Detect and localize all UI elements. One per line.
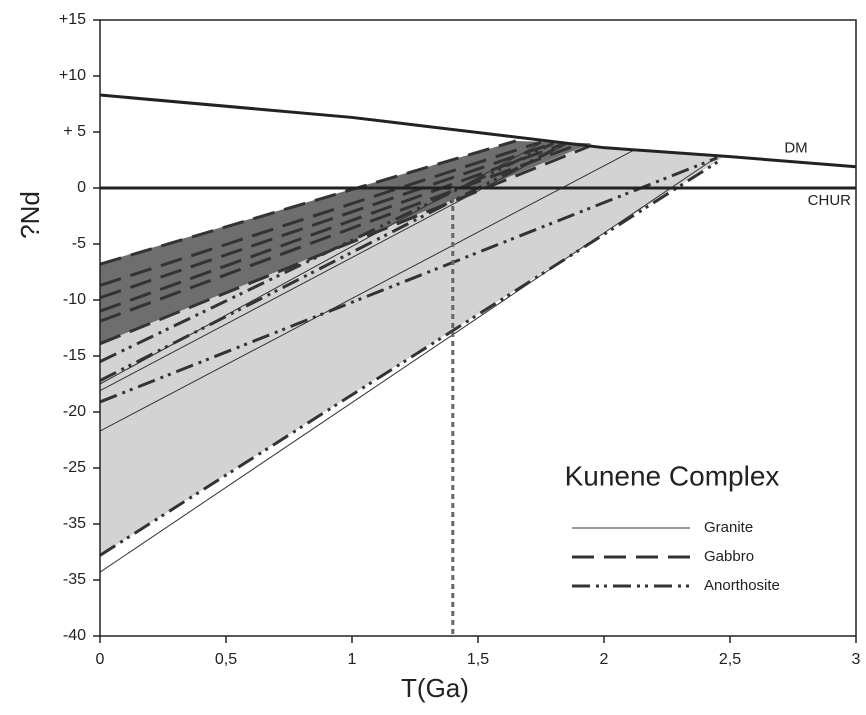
reference-label: DM xyxy=(784,140,807,157)
x-tick-label: 3 xyxy=(852,651,861,668)
model-line xyxy=(99,141,567,313)
model-line xyxy=(99,140,542,287)
legend-label: Anorthosite xyxy=(704,577,780,594)
y-tick-label: -20 xyxy=(63,403,86,420)
model-line xyxy=(99,142,580,323)
x-tick-label: 1 xyxy=(348,651,357,668)
y-tick-label: +10 xyxy=(59,67,86,84)
model-line xyxy=(99,141,567,382)
y-tick-label: -15 xyxy=(63,347,86,364)
x-axis-label: T(Ga) xyxy=(401,673,469,703)
legend-label: Gabbro xyxy=(704,548,754,565)
model-line xyxy=(99,141,555,363)
y-tick-label: -10 xyxy=(63,291,86,308)
x-tick-label: 0,5 xyxy=(215,651,237,668)
model-line xyxy=(99,149,635,432)
y-tick-label: + 5 xyxy=(63,123,86,140)
x-tick-label: 1,5 xyxy=(467,651,489,668)
model-line xyxy=(99,156,718,404)
y-axis-label: ?Nd xyxy=(15,191,45,239)
model-line xyxy=(99,156,718,573)
model-line xyxy=(99,139,517,266)
legend-label: Granite xyxy=(704,519,753,536)
y-tick-label: -40 xyxy=(63,627,86,644)
x-tick-label: 0 xyxy=(96,651,105,668)
y-tick-label: +15 xyxy=(59,11,86,28)
model-line xyxy=(99,141,555,300)
y-tick-label: -35 xyxy=(63,571,86,588)
y-tick-label: -5 xyxy=(72,235,86,252)
reference-line xyxy=(99,93,857,169)
reference-label: CHUR xyxy=(808,192,851,209)
x-tick-label: 2,5 xyxy=(719,651,741,668)
y-tick-label: -35 xyxy=(63,515,86,532)
y-tick-label: -25 xyxy=(63,459,86,476)
annotation: Kunene Complex xyxy=(565,460,780,491)
x-tick-label: 2 xyxy=(600,651,609,668)
y-tick-label: 0 xyxy=(77,179,86,196)
